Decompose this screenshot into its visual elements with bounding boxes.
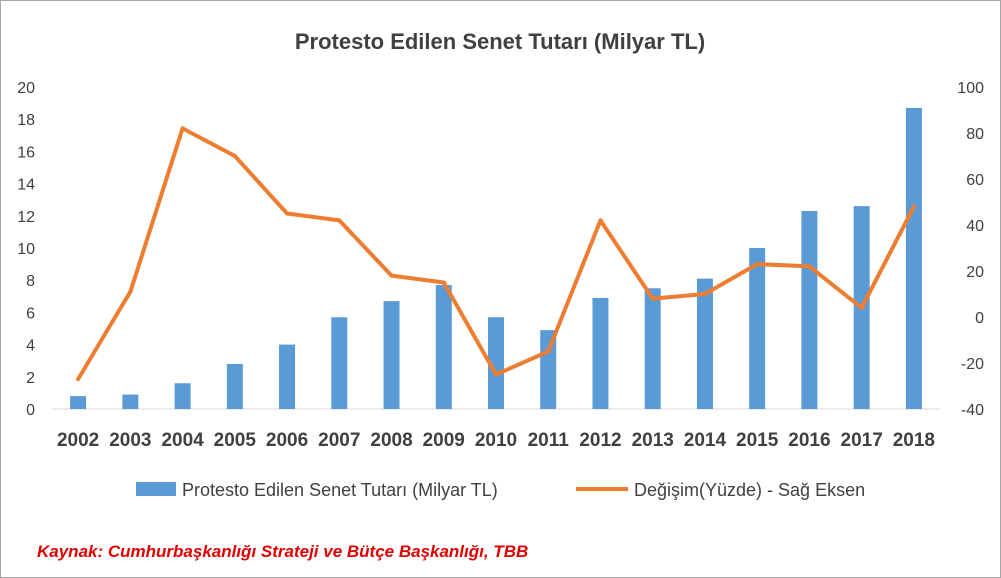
bar	[122, 394, 139, 409]
line-point	[337, 218, 342, 223]
left-tick-label: 20	[17, 80, 35, 97]
line-point	[755, 262, 760, 267]
x-tick-label: 2014	[684, 430, 727, 451]
x-tick-label: 2010	[475, 430, 517, 451]
line-series	[76, 126, 916, 382]
bar	[383, 301, 400, 409]
bar	[644, 288, 661, 409]
legend: Protesto Edilen Senet Tutarı (Milyar TL)…	[136, 480, 865, 500]
legend-label-bar: Protesto Edilen Senet Tutarı (Milyar TL)	[182, 480, 498, 500]
bar	[435, 285, 452, 409]
right-tick-label: 80	[966, 126, 984, 143]
bar	[801, 210, 818, 409]
left-tick-label: 6	[26, 305, 35, 322]
line-point	[650, 296, 655, 301]
right-tick-label: 0	[975, 310, 984, 327]
left-tick-label: 16	[17, 144, 35, 161]
line-point	[494, 372, 498, 377]
x-tick-label: 2009	[423, 430, 465, 451]
x-tick-label: 2011	[528, 430, 570, 451]
line-point	[702, 292, 707, 296]
left-tick-label: 0	[26, 402, 35, 419]
chart-title: Protesto Edilen Senet Tutarı (Milyar TL)	[295, 29, 705, 54]
x-tick-label: 2015	[736, 430, 779, 451]
x-tick-label: 2017	[841, 430, 883, 451]
bar	[70, 396, 87, 409]
bar	[226, 363, 243, 409]
left-tick-label: 10	[17, 241, 35, 258]
line-point	[180, 126, 185, 131]
source-note: Kaynak: Cumhurbaşkanlığı Strateji ve Büt…	[37, 542, 528, 561]
x-tick-label: 2016	[788, 430, 830, 451]
bar	[696, 278, 713, 409]
x-tick-label: 2018	[893, 430, 935, 451]
left-tick-label: 14	[17, 177, 35, 194]
x-tick-label: 2007	[318, 430, 360, 451]
bar	[279, 344, 296, 409]
x-tick-label: 2005	[214, 430, 257, 451]
bar	[488, 317, 504, 409]
line-point	[441, 280, 446, 285]
line-point	[128, 289, 133, 294]
line-point	[807, 264, 812, 269]
line-point	[389, 273, 394, 278]
line-point	[598, 218, 603, 223]
right-tick-label: 60	[966, 172, 984, 189]
legend-swatch-bar	[136, 482, 176, 496]
x-tick-label: 2013	[632, 430, 674, 451]
left-tick-label: 8	[26, 273, 35, 290]
line-point	[546, 349, 551, 354]
left-tick-label: 12	[17, 209, 35, 226]
x-tick-label: 2004	[161, 430, 204, 451]
left-tick-label: 2	[26, 370, 35, 387]
left-tick-label: 4	[26, 338, 35, 355]
bar	[749, 248, 766, 409]
left-tick-label: 18	[17, 112, 35, 129]
right-tick-label: 40	[966, 218, 984, 235]
bar	[174, 383, 191, 409]
line-point	[76, 377, 81, 382]
x-tick-label: 2012	[579, 430, 621, 451]
legend-label-line: Değişim(Yüzde) - Sağ Eksen	[634, 480, 865, 500]
bar	[540, 330, 557, 409]
bar	[331, 317, 348, 409]
bar-series	[70, 107, 922, 410]
bar	[592, 297, 609, 409]
x-tick-label: 2006	[266, 430, 308, 451]
x-tick-label: 2008	[370, 430, 412, 451]
line-point	[285, 211, 290, 216]
right-tick-label: -40	[961, 402, 984, 419]
line-point	[859, 305, 864, 310]
x-tick-label: 2002	[57, 430, 99, 451]
bar	[905, 107, 922, 410]
line-point	[232, 154, 237, 158]
right-tick-label: 100	[957, 80, 984, 97]
line-point	[911, 204, 916, 209]
x-tick-label: 2003	[109, 430, 151, 451]
right-tick-label: -20	[961, 356, 984, 373]
axes: 0 2 4 6 8 10 12 14 16 18 20 -40 -20 0 20 40 60 80 100 2002 2…	[17, 80, 984, 451]
right-tick-label: 20	[966, 264, 984, 281]
